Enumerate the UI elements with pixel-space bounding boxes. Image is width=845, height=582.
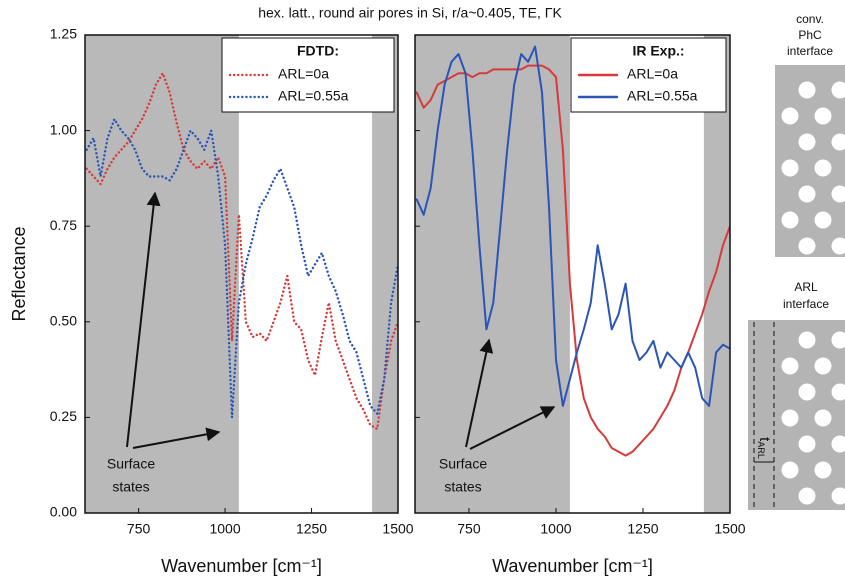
legend-label: ARL=0a <box>627 66 678 82</box>
x-tick-label: 1250 <box>296 521 327 537</box>
x-tick-label: 750 <box>457 521 481 537</box>
x-tick-label: 1500 <box>714 521 745 537</box>
figure-title: hex. latt., round air pores in Si, r/a~0… <box>258 5 562 21</box>
series-line <box>415 64 730 457</box>
annotation: states <box>444 479 481 495</box>
series-group <box>415 45 730 457</box>
hole <box>814 107 832 125</box>
hole <box>831 383 845 401</box>
legend-title: FDTD: <box>297 43 339 59</box>
hole <box>831 133 845 151</box>
legend-label: ARL=0.55a <box>278 88 349 104</box>
x-tick-label: 1250 <box>627 521 658 537</box>
hole <box>781 211 799 229</box>
hole <box>798 185 816 203</box>
shaded-region <box>415 35 570 513</box>
hole <box>798 81 816 99</box>
legend-label: ARL=0.55a <box>627 88 698 104</box>
side-label: PhC <box>798 28 822 42</box>
holes <box>781 81 845 255</box>
legend-label: ARL=0a <box>278 66 329 82</box>
holes <box>781 331 845 505</box>
series-group <box>85 72 398 431</box>
hole <box>814 357 832 375</box>
hole <box>798 383 816 401</box>
annotation: Surface <box>439 456 487 472</box>
legend-title: IR Exp.: <box>632 43 684 59</box>
hole <box>781 159 799 177</box>
hole <box>781 357 799 375</box>
side-label: ARL <box>794 280 818 294</box>
hole <box>798 435 816 453</box>
dimension-subscript: ARL <box>756 441 766 459</box>
x-tick-label: 1000 <box>209 521 240 537</box>
x-tick-label: 1500 <box>382 521 413 537</box>
arrow <box>465 338 494 448</box>
shaded-region <box>703 35 730 513</box>
hole <box>781 409 799 427</box>
side-panel-arl: ARL interface tARL <box>748 280 845 510</box>
side-label: conv. <box>796 12 824 26</box>
side-label: interface <box>783 297 829 311</box>
annotation: states <box>112 479 149 495</box>
hole <box>831 487 845 505</box>
hole <box>798 133 816 151</box>
plot-frame <box>414 34 731 514</box>
hole <box>831 237 845 255</box>
series-line <box>85 117 398 419</box>
shaded-region <box>372 35 398 513</box>
hole <box>814 409 832 427</box>
arrow <box>126 191 161 448</box>
y-tick-label: 0.50 <box>50 313 77 329</box>
y-axis-label: Reflectance <box>9 226 29 321</box>
shaded-region <box>85 35 239 513</box>
hole <box>831 81 845 99</box>
y-tick-label: 0.75 <box>50 217 77 233</box>
panel: 0.00 0.25 0.50 0.75 1.00 1.25 750 1000 1250 1500 F… <box>9 26 414 576</box>
x-axis-label: Wavenumber [cm⁻¹] <box>492 556 653 576</box>
dimension-label: tARL <box>756 437 773 459</box>
hole <box>781 107 799 125</box>
annotation: Surface <box>107 456 155 472</box>
hole <box>798 331 816 349</box>
hole <box>814 211 832 229</box>
side-panel-conv: conv. PhC interface <box>775 12 845 257</box>
hole <box>781 461 799 479</box>
dimension-symbol: t <box>756 437 773 442</box>
arrow <box>469 406 556 450</box>
hole <box>814 159 832 177</box>
plot-frame <box>84 34 399 514</box>
y-tick-label: 0.25 <box>50 408 77 424</box>
panel: 750 1000 1250 1500 IR Exp.: ARL=0a ARL=0.55a Su… <box>414 34 746 576</box>
arrow <box>132 427 221 449</box>
legend-box <box>221 37 395 113</box>
side-label: interface <box>787 44 833 58</box>
hole <box>798 237 816 255</box>
y-tick-label: 0.00 <box>50 504 77 520</box>
y-tick-label: 1.25 <box>50 26 77 42</box>
y-tick-label: 1.00 <box>50 121 77 137</box>
x-tick-label: 1000 <box>540 521 571 537</box>
series-line <box>415 45 730 407</box>
hole <box>814 461 832 479</box>
x-axis-label: Wavenumber [cm⁻¹] <box>161 556 322 576</box>
hole <box>831 185 845 203</box>
plots: 0.00 0.25 0.50 0.75 1.00 1.25 750 1000 1250 1500 F… <box>9 26 746 576</box>
x-tick-label: 750 <box>127 521 151 537</box>
hole <box>831 435 845 453</box>
hole <box>798 487 816 505</box>
hole <box>831 331 845 349</box>
